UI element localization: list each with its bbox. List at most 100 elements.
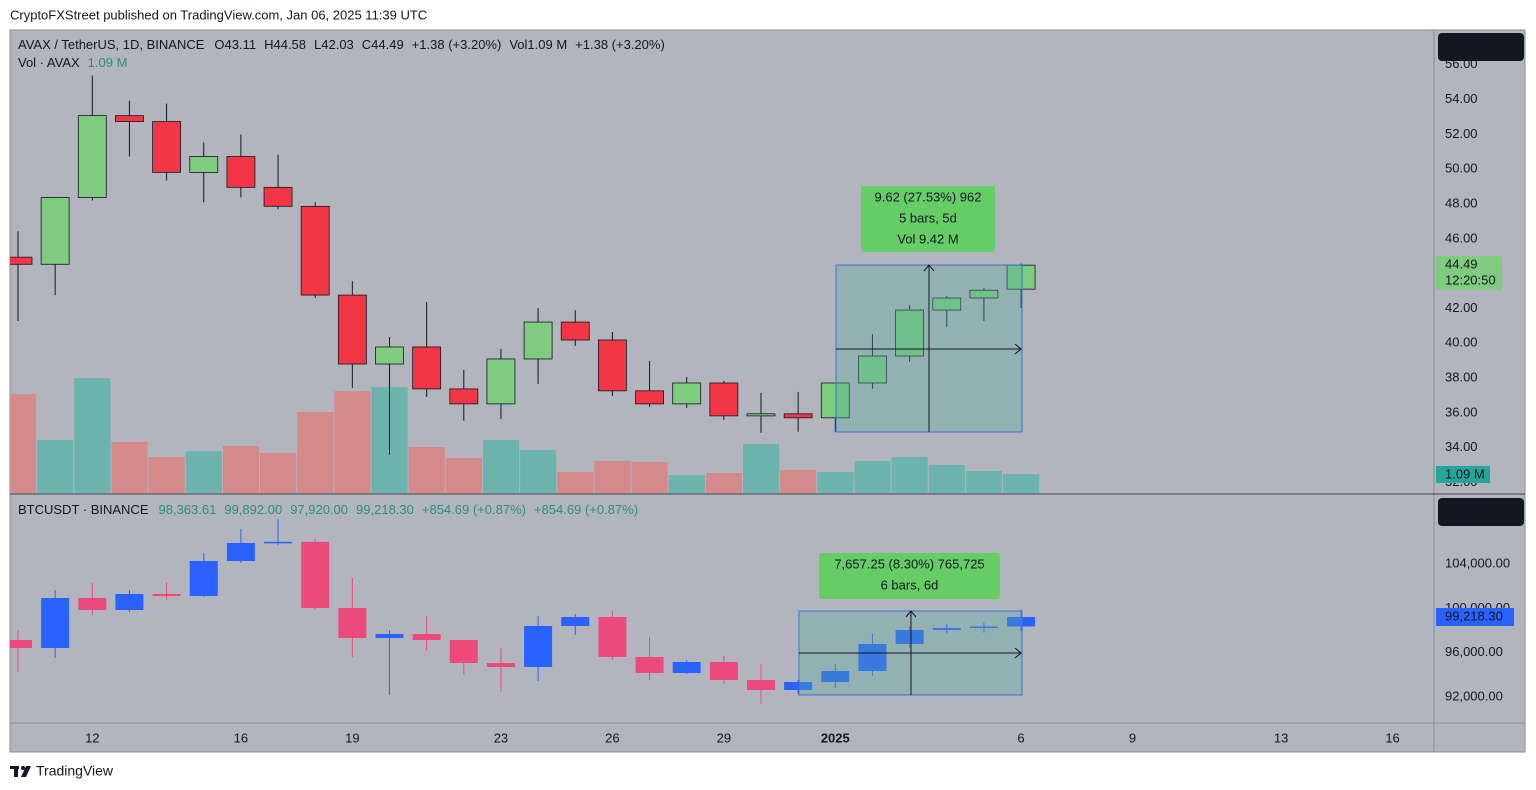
x-tick-label: 29 [717,730,731,745]
volume-bar [965,471,1003,493]
y-tick-label: 40.00 [1445,335,1478,350]
candle-body [152,593,181,596]
candle-body [226,156,256,188]
candle-body [412,346,442,390]
candle-body [375,346,404,365]
candle-body [783,413,813,419]
candle-body [1007,616,1036,627]
pane [10,519,1036,705]
last-price-box [1436,607,1514,626]
measure-label: 6 bars, 6d [881,577,939,592]
measure-label: 5 bars, 5d [899,210,957,225]
candle-body [77,115,107,198]
candle-body [41,597,70,649]
volume-bar [37,440,74,493]
volume-bar [185,451,222,493]
volume-bar [520,450,557,493]
volume-bar [260,452,297,493]
candle-body [189,156,219,173]
legend-title: AVAX / TetherUS, 1D, BINANCE [18,37,205,52]
legend-value: 98,363.61 [159,502,217,517]
x-tick-label: 26 [605,730,619,745]
last-price: 99,218.30 [1445,608,1503,623]
volume-bar [408,447,445,493]
volume-bar [668,475,705,493]
candle-body [969,626,998,628]
candle-body [932,297,962,311]
x-tick-label: 2025 [821,730,850,745]
countdown: 12:20:50 [1445,273,1496,288]
candle-body [709,661,738,680]
chart-frame [9,29,1526,753]
volume-bar [74,378,111,493]
last-price: 44.49 [1445,257,1478,272]
candle-body [598,339,627,392]
candle-body [337,294,367,365]
candle-body [524,626,553,667]
candle-body [895,309,924,357]
last-price-box [1436,256,1502,291]
volume-bar [817,472,854,493]
y-tick-label: 96,000.00 [1445,644,1503,659]
y-tick-label: 52.00 [1445,126,1478,141]
x-tick-label: 6 [1017,730,1024,745]
measure-label-box [861,186,995,252]
legend: AVAX / TetherUS, 1D, BINANCE O43.11 H44.58… [18,37,665,52]
candle-body [226,542,255,561]
x-tick-label: 19 [345,730,359,745]
volume-bar [631,462,668,493]
measure-arrowhead [923,264,935,272]
candle-body [672,661,701,674]
y-tick-label: 50.00 [1445,161,1478,176]
candle-body [449,388,479,405]
x-tick-label: 23 [494,730,508,745]
legend-value: O43.11 [214,37,256,52]
currency-label: USDT [1448,503,1483,518]
published-note: CryptoFXStreet published on TradingView.… [10,7,427,22]
candle-body [709,382,739,417]
currency-label: USDT [1448,38,1483,53]
legend-title: BTCUSDT · BINANCE [18,502,149,517]
candle-body [10,256,33,265]
candle-body [784,682,813,690]
x-tick-label: 9 [1129,730,1136,745]
candle-body [263,186,293,207]
legend-value: +854.69 (+0.87%) [422,502,526,517]
volume-legend-value: 1.09 M [88,55,128,70]
y-tick-label: 42.00 [1445,300,1478,315]
legend-value: H44.58 [264,37,306,52]
volume-bar [780,470,817,493]
measure-arrowhead [1014,343,1022,355]
legend-value: +854.69 (+0.87%) [534,502,638,517]
measure-label: 9.62 (27.53%) 962 [875,189,982,204]
measure-arrowhead [905,610,917,618]
y-tick-label: 46.00 [1445,230,1478,245]
candle-body [78,597,107,610]
candle-body [598,617,627,658]
candle-body [820,382,850,419]
volume-bar [482,440,520,493]
legend-value: 97,920.00 [290,502,348,517]
candle-body [635,657,664,674]
volume-price-box [1436,466,1490,483]
volume-bar [445,458,482,493]
candle-body [969,289,999,299]
candle-body [746,413,776,417]
legend-value: C44.49 [362,37,404,52]
candle-body [932,627,961,631]
candle-body [152,121,182,173]
currency-button[interactable] [1438,33,1524,61]
measure-label: 7,657.25 (8.30%) 765,725 [834,556,984,571]
candle-body [747,679,775,690]
legend: BTCUSDT · BINANCE 98,363.61 99,892.00 97,92… [18,502,638,517]
measure-label: Vol 9.42 M [897,231,958,246]
volume-bar [594,460,631,493]
currency-button[interactable] [1438,498,1524,526]
measure-label-box [819,553,1000,599]
y-tick-label: 38.00 [1445,370,1478,385]
candle-body [264,541,293,544]
volume-bar [891,456,928,493]
candle-body [301,541,330,609]
legend-value: Vol1.09 M [509,37,567,52]
legend-value: +1.38 (+3.20%) [575,37,665,52]
